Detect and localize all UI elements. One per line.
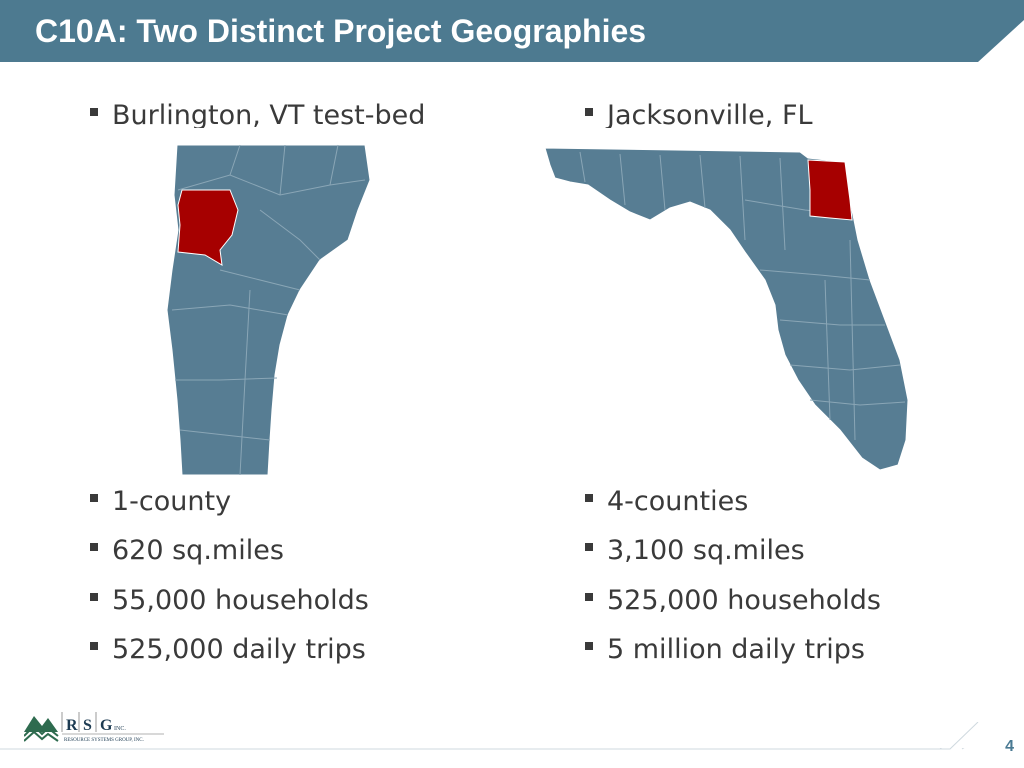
vermont-county-lines (171, 144, 366, 476)
left-bullet-2: 620 sq.miles (90, 533, 284, 569)
slide-title: C10A: Two Distinct Project Geographies (35, 13, 647, 49)
mountain-icon (23, 716, 59, 742)
florida-state-shape (544, 147, 909, 471)
left-bullet-4: 525,000 daily trips (90, 632, 366, 668)
left-bullet-3: 55,000 households (90, 583, 369, 619)
bullet-icon (585, 493, 593, 502)
footer-rule (0, 748, 965, 750)
left-bullet-text: 525,000 daily trips (112, 634, 366, 665)
bullet-icon (585, 107, 593, 116)
florida-county-lines (579, 151, 906, 441)
bullet-icon (90, 493, 98, 502)
bullet-icon (90, 592, 98, 601)
right-bullet-3: 525,000 households (585, 583, 881, 619)
chittenden-county-highlight (177, 189, 239, 266)
bullet-icon (90, 641, 98, 650)
logo-tagline: RESOURCE SYSTEMS GROUP, INC. (64, 738, 144, 743)
rsg-logo: R S G INC. RESOURCE SYSTEMS GROUP, INC. (23, 708, 174, 748)
vermont-map (166, 144, 371, 476)
florida-map (544, 147, 909, 471)
logo-letter-s: S (83, 717, 92, 734)
left-bullet-text: 55,000 households (112, 585, 369, 616)
bullet-icon (585, 641, 593, 650)
jacksonville-counties-highlight (807, 159, 853, 221)
bullet-icon (585, 542, 593, 551)
left-heading: Burlington, VT test-bed (90, 98, 425, 128)
page-number: 4 (1005, 738, 1014, 755)
footer-corner-lines (930, 722, 979, 750)
left-bullet-1: 1-county (90, 484, 231, 520)
logo-suffix: INC. (114, 726, 126, 732)
right-heading-text: Jacksonville, FL (607, 100, 813, 128)
logo-letter-g: G (100, 717, 113, 734)
right-bullet-text: 525,000 households (607, 585, 881, 616)
left-bullet-text: 1-county (112, 486, 232, 517)
logo-letter-r: R (66, 717, 78, 734)
right-bullet-text: 4-counties (607, 486, 749, 517)
right-bullet-2: 3,100 sq.miles (585, 533, 805, 569)
bullet-icon (90, 107, 98, 116)
left-heading-text: Burlington, VT test-bed (112, 100, 426, 128)
right-bullet-1: 4-counties (585, 484, 748, 520)
right-bullet-text: 3,100 sq.miles (607, 535, 805, 566)
left-bullet-text: 620 sq.miles (112, 535, 284, 566)
title-bar: C10A: Two Distinct Project Geographies (0, 0, 1024, 62)
right-heading: Jacksonville, FL (585, 98, 813, 128)
bullet-icon (90, 542, 98, 551)
right-bullet-4: 5 million daily trips (585, 632, 865, 668)
right-bullet-text: 5 million daily trips (607, 634, 865, 665)
bullet-icon (585, 592, 593, 601)
